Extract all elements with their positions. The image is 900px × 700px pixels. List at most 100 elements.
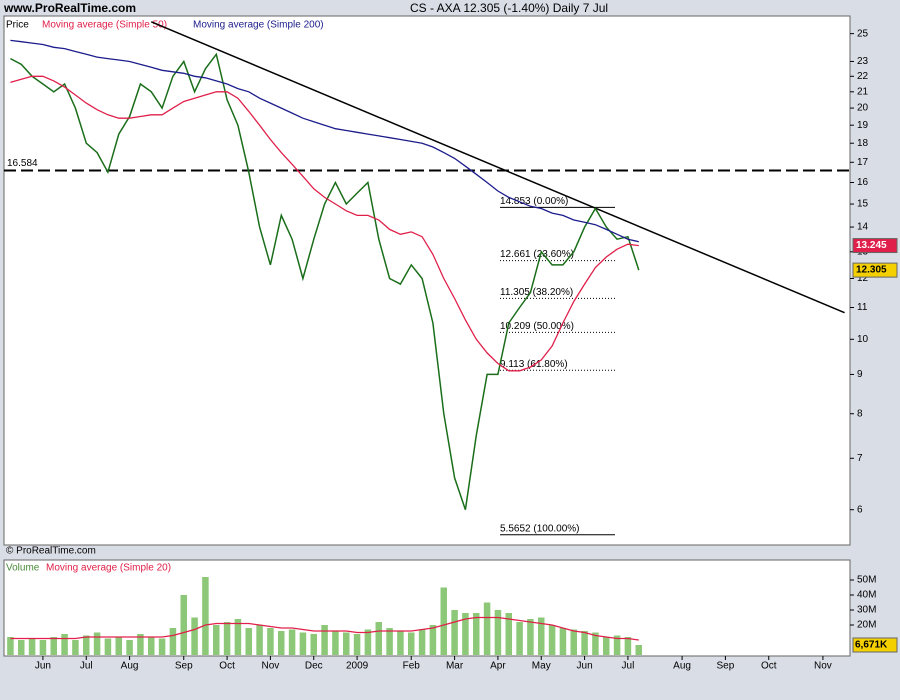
volume-bar bbox=[592, 632, 599, 655]
volume-bar bbox=[39, 640, 47, 655]
volume-bar bbox=[635, 644, 642, 655]
y-tick-label: 11 bbox=[857, 302, 868, 313]
last-value-label: 12.305 bbox=[856, 265, 887, 276]
y-tick-label: 18 bbox=[857, 138, 869, 149]
volume-bar bbox=[559, 628, 567, 655]
legend-price: Price bbox=[6, 20, 29, 31]
current-volume-box bbox=[852, 637, 898, 653]
volume-bar bbox=[603, 637, 610, 655]
volume-bar bbox=[169, 628, 177, 655]
x-tick-label: Aug bbox=[121, 661, 139, 672]
x-tick-label: Jun bbox=[35, 661, 51, 672]
volume-bar bbox=[267, 628, 274, 655]
legend-ma50: Moving average (Simple 50) bbox=[42, 20, 167, 31]
x-tick-label: Jul bbox=[80, 661, 93, 672]
volume-bar bbox=[213, 625, 220, 655]
series-line bbox=[10, 52, 640, 510]
volume-bar bbox=[299, 632, 307, 655]
x-tick-label: May bbox=[532, 661, 551, 672]
x-tick-label: Jul bbox=[622, 661, 635, 672]
x-tick-label: 2009 bbox=[346, 661, 369, 672]
y-tick-label: 8 bbox=[857, 408, 863, 419]
legend-volume: Volume bbox=[6, 563, 40, 574]
x-tick-label: Jun bbox=[577, 661, 593, 672]
volume-panel bbox=[3, 559, 851, 657]
volume-bar bbox=[473, 613, 480, 655]
volume-bar bbox=[223, 622, 231, 655]
volume-bar bbox=[191, 617, 198, 655]
volume-bar bbox=[104, 638, 112, 655]
volume-bar bbox=[278, 631, 285, 655]
volume-bar bbox=[18, 640, 25, 655]
x-tick-label: Aug bbox=[673, 661, 691, 672]
last-value-box bbox=[852, 262, 898, 278]
y-tick-label: 14 bbox=[857, 222, 869, 233]
y-tick-label: 25 bbox=[857, 28, 869, 39]
volume-bar bbox=[516, 622, 523, 655]
y-tick-label: 10 bbox=[857, 334, 869, 345]
fib-label: 5.5652 (100.00%) bbox=[500, 523, 580, 534]
volume-bar bbox=[158, 638, 166, 655]
y-tick-label: 6 bbox=[857, 504, 863, 515]
y-tick-label: 16 bbox=[857, 177, 869, 188]
volume-bar bbox=[61, 634, 68, 655]
volume-bar bbox=[50, 637, 57, 655]
current-volume-label: 6,671K bbox=[855, 640, 888, 651]
volume-bar bbox=[148, 637, 155, 655]
x-tick-label: Nov bbox=[262, 661, 280, 672]
y-tick-label: 9 bbox=[857, 369, 863, 380]
fib-label: 14.853 (0.00%) bbox=[500, 196, 568, 207]
horizontal-level-label: 16.584 bbox=[7, 158, 38, 169]
site: www.ProRealTime.com bbox=[3, 1, 136, 15]
volume-bar bbox=[527, 619, 534, 655]
y-tick-label: 23 bbox=[857, 56, 869, 67]
volume-bar bbox=[7, 637, 14, 655]
volume-bar bbox=[408, 632, 415, 655]
volume-bar bbox=[343, 632, 350, 655]
legend-ma200: Moving average (Simple 200) bbox=[193, 20, 324, 31]
volume-bar bbox=[375, 622, 382, 655]
volume-bar bbox=[418, 629, 426, 655]
volume-bar bbox=[202, 577, 209, 655]
y-tick-label: 50M bbox=[857, 575, 876, 586]
volume-bar bbox=[624, 637, 632, 655]
fib-label: 10.209 (50.00%) bbox=[500, 321, 574, 332]
volume-bar bbox=[245, 628, 252, 655]
x-tick-label: Sep bbox=[717, 661, 735, 672]
fib-label: 11.305 (38.20%) bbox=[500, 287, 573, 298]
volume-bar bbox=[288, 629, 296, 655]
volume-bar bbox=[494, 610, 502, 655]
volume-bar bbox=[613, 635, 621, 655]
y-tick-label: 30M bbox=[857, 605, 876, 616]
x-tick-label: Oct bbox=[219, 661, 235, 672]
x-tick-label: Mar bbox=[446, 661, 464, 672]
volume-bar bbox=[137, 634, 144, 655]
volume-bar bbox=[386, 628, 393, 655]
y-tick-label: 21 bbox=[857, 86, 869, 97]
y-tick-label: 17 bbox=[857, 157, 869, 168]
x-tick-label: Dec bbox=[305, 661, 323, 672]
volume-bar bbox=[548, 625, 556, 655]
y-tick-label: 40M bbox=[857, 590, 876, 601]
x-tick-label: Feb bbox=[403, 661, 421, 672]
volume-bar bbox=[234, 619, 242, 655]
volume-bar bbox=[256, 625, 263, 655]
y-tick-label: 15 bbox=[857, 199, 869, 210]
volume-bar bbox=[462, 613, 469, 655]
volume-bar bbox=[180, 595, 187, 655]
last-value-label: 13.245 bbox=[856, 240, 887, 251]
volume-bar bbox=[83, 635, 90, 655]
volume-bar bbox=[115, 637, 122, 655]
x-tick-label: Sep bbox=[175, 661, 193, 672]
volume-bar bbox=[451, 610, 458, 655]
y-tick-label: 12 bbox=[857, 273, 869, 284]
legend-volume-ma: Moving average (Simple 20) bbox=[46, 563, 171, 574]
volume-bar bbox=[321, 625, 328, 655]
y-tick-label: 22 bbox=[857, 71, 869, 82]
volume-bar bbox=[28, 638, 36, 655]
volume-bar bbox=[440, 587, 447, 655]
volume-bar bbox=[310, 634, 317, 655]
trendline bbox=[150, 21, 845, 314]
volume-bar bbox=[538, 617, 545, 655]
